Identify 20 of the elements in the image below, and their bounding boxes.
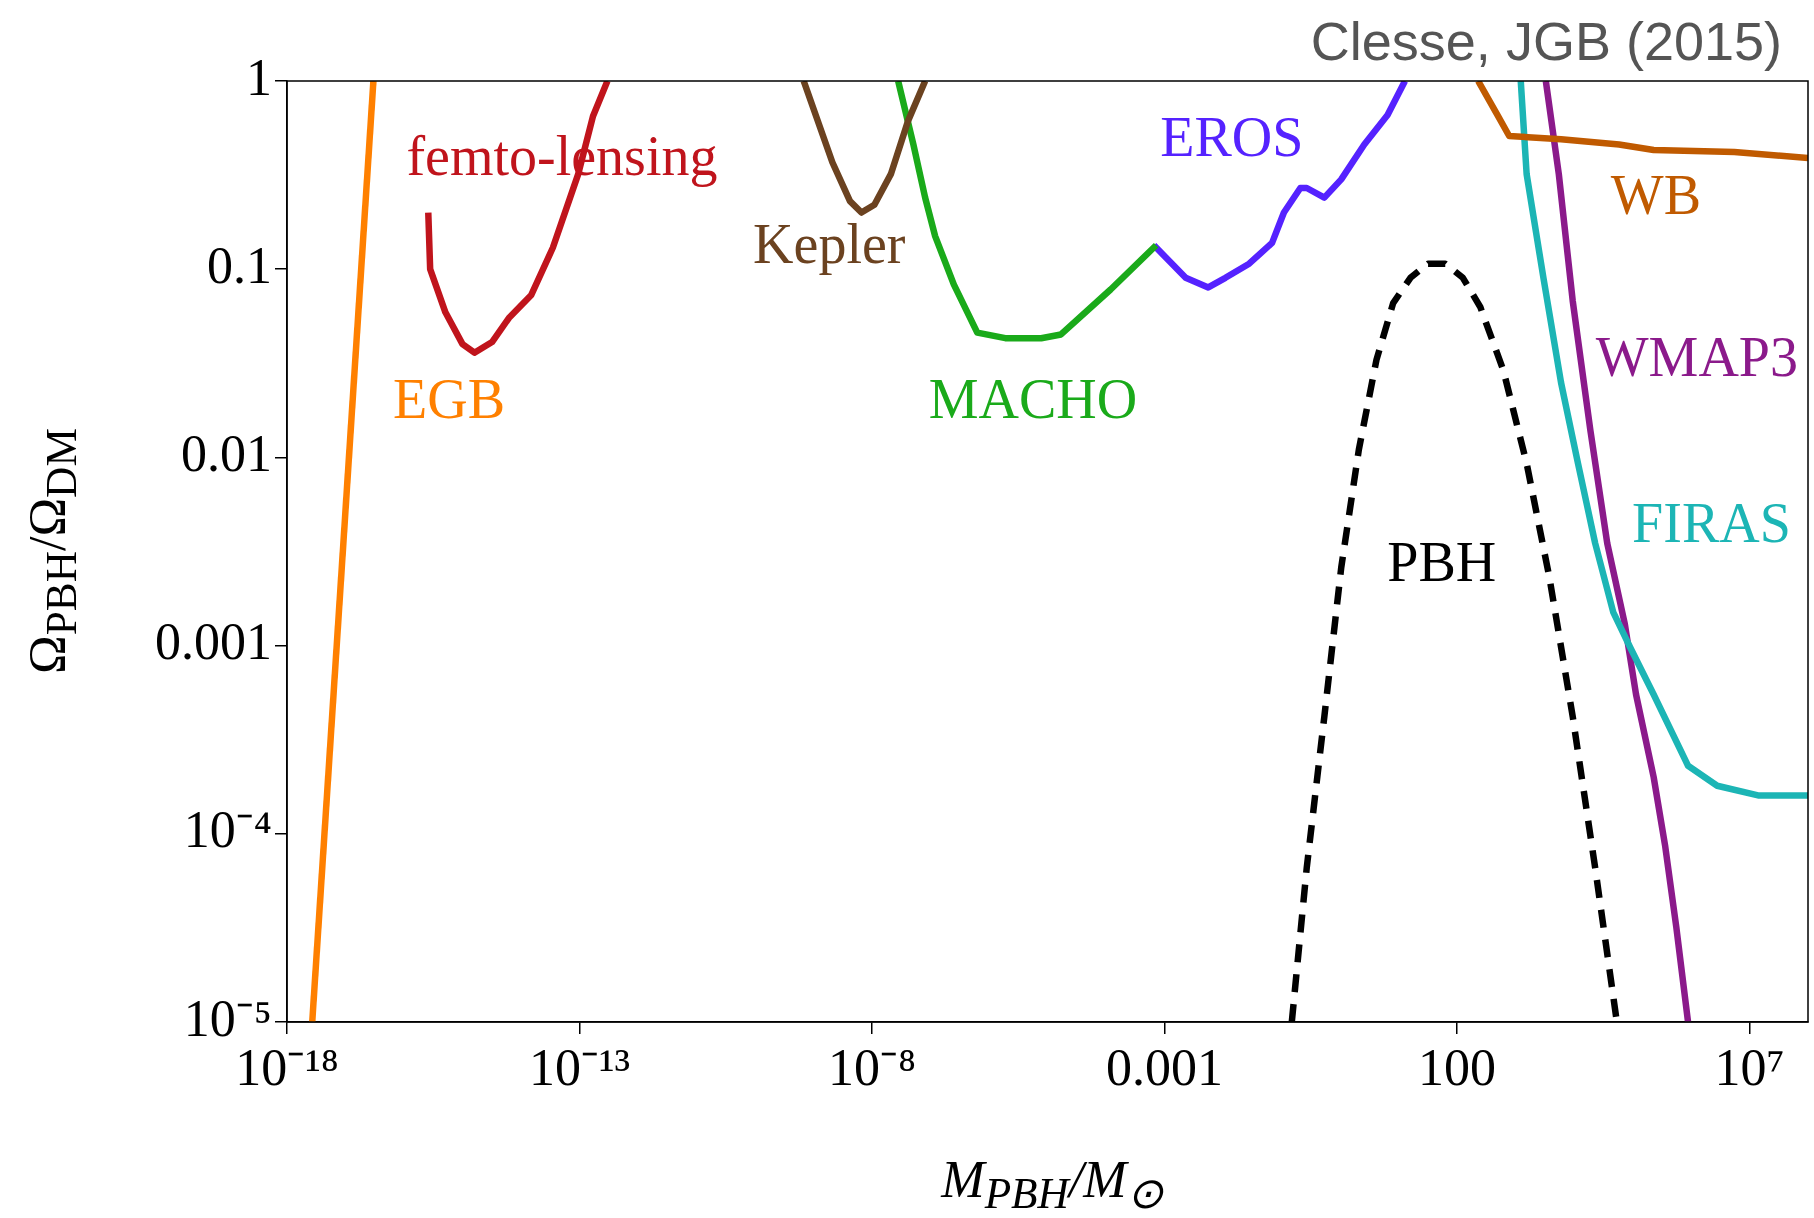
series-label: MACHO [928,367,1138,430]
y-tick-label: 10⁻⁴ [183,801,272,859]
y-tick-label: 0.001 [155,613,272,671]
series-label: WB [1610,164,1702,227]
x-tick-label: 10⁻⁸ [827,1038,917,1096]
x-tick-label: 100 [1418,1038,1496,1096]
x-tick-label: 10⁻¹³ [528,1038,631,1096]
y-tick-label: 1 [246,48,272,106]
series-label: EROS [1160,105,1304,168]
x-tick-label: 10⁷ [1714,1038,1785,1096]
series-label: WMAP3 [1595,326,1798,389]
text: Clesse, JGB (2015) [1310,10,1782,72]
y-tick-label: 0.01 [181,425,272,483]
x-axis-title: M$_{PBH}$/M$_{⊙}$ [939,1150,1165,1218]
series-label: Kepler [753,213,906,276]
series-label: FIRAS [1632,491,1791,554]
series-label: EGB [393,367,506,430]
x-tick-label: 0.001 [1106,1038,1223,1096]
y-tick-label: 0.1 [207,236,272,294]
series-label: PBH [1387,531,1497,594]
